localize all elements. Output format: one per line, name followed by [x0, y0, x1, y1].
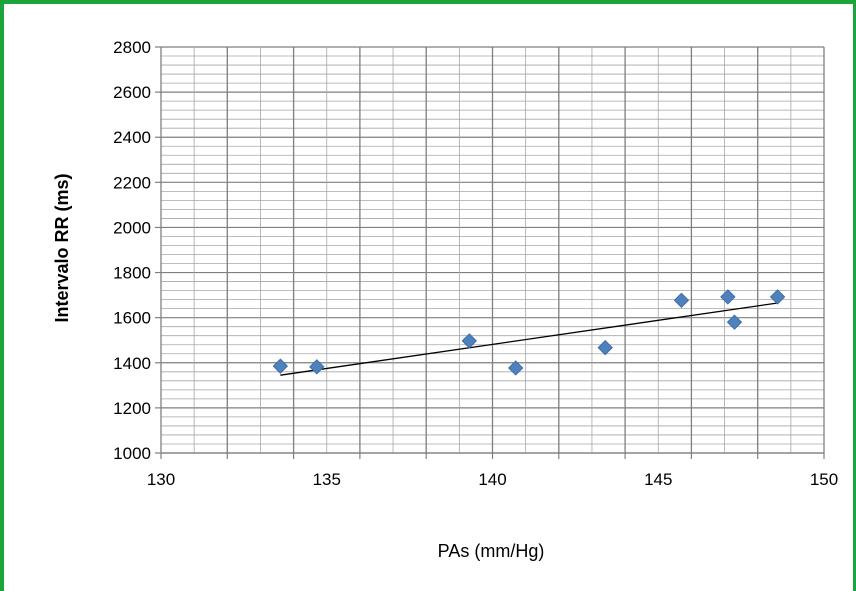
axes — [155, 46, 825, 459]
trendline-group — [280, 302, 778, 376]
trendline — [280, 302, 778, 376]
y-tick-label: 2600 — [113, 83, 151, 102]
y-axis-title: Intervalo RR (ms) — [52, 173, 72, 322]
x-tick-label: 130 — [147, 470, 175, 489]
y-tick-label: 2800 — [113, 38, 151, 57]
x-tick-label: 145 — [644, 470, 672, 489]
y-tick-label: 1800 — [113, 264, 151, 283]
y-tick-label: 1600 — [113, 309, 151, 328]
data-point — [769, 289, 786, 305]
data-point — [597, 339, 613, 356]
y-tick-labels: 1000 1200 1400 1600 1800 2000 2200 2400 2600 2800 — [113, 38, 151, 463]
major-gridlines — [226, 47, 825, 453]
x-tick-label: 150 — [810, 470, 838, 489]
y-tick-label: 2400 — [113, 128, 151, 147]
x-axis-title: PAs (mm/Hg) — [438, 541, 545, 561]
data-point — [309, 359, 325, 375]
x-tick-label: 140 — [478, 470, 506, 489]
y-tick-label: 2000 — [113, 218, 151, 237]
y-tick-label: 1400 — [113, 354, 151, 373]
data-point — [461, 333, 478, 349]
data-point — [720, 289, 736, 305]
x-tick-label: 135 — [313, 470, 341, 489]
data-points — [272, 289, 786, 376]
y-tick-label: 1000 — [113, 444, 151, 463]
data-point — [272, 358, 289, 374]
x-tick-labels: 130 135 140 145 150 — [147, 470, 838, 489]
data-point — [726, 314, 743, 330]
data-point — [507, 360, 524, 376]
y-tick-label: 1200 — [113, 399, 151, 418]
y-tick-label: 2200 — [113, 173, 151, 192]
data-point — [673, 292, 690, 309]
